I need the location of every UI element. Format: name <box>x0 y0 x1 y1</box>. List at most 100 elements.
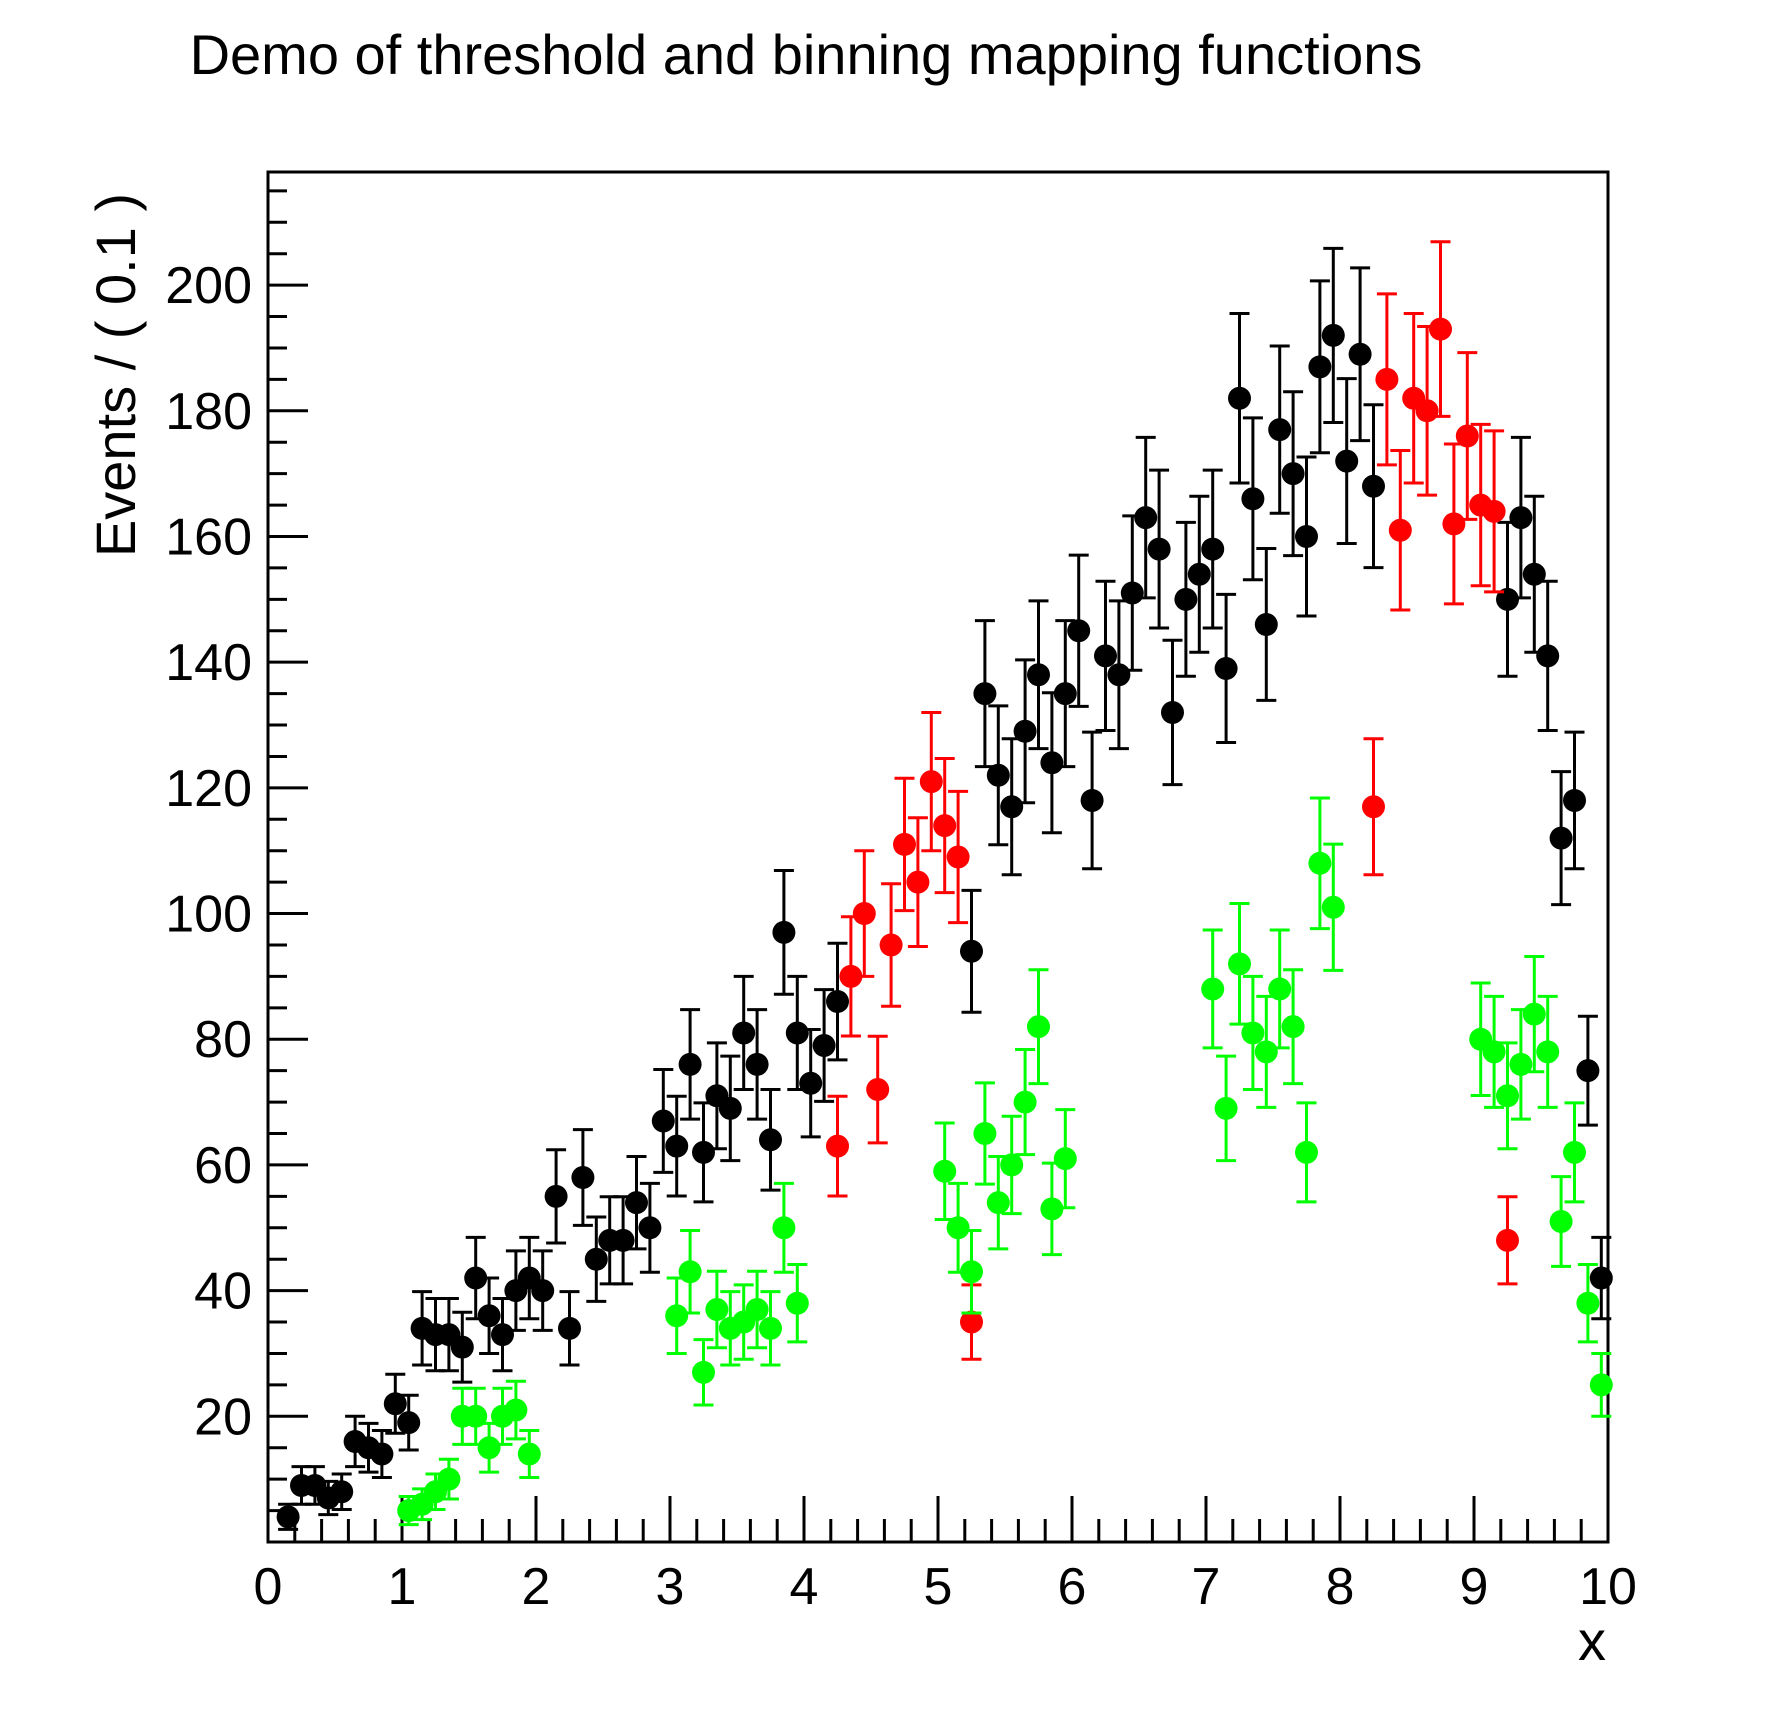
data-point-all-data <box>1563 788 1586 812</box>
data-point-odd-bins-data <box>504 1398 528 1422</box>
data-point-sideband-region-data <box>1375 367 1399 391</box>
data-point-all-data <box>1268 418 1292 442</box>
data-point-odd-bins-data <box>1228 952 1251 976</box>
data-point-all-data <box>1201 537 1225 561</box>
y-tick-label: 80 <box>194 1011 252 1069</box>
data-point-all-data <box>370 1442 394 1466</box>
data-point-all-data <box>772 920 796 944</box>
x-tick-label: 2 <box>522 1558 551 1616</box>
plot-frame <box>266 170 1610 1544</box>
data-point-all-data <box>1214 656 1238 680</box>
data-point-all-data <box>330 1480 354 1504</box>
data-point-all-data <box>1147 537 1171 561</box>
data-point-odd-bins-data <box>665 1304 689 1328</box>
data-point-odd-bins-data <box>1040 1197 1064 1221</box>
data-point-all-data <box>1589 1266 1613 1290</box>
x-tick-label: 4 <box>790 1558 819 1616</box>
x-tick-label: 5 <box>924 1558 953 1616</box>
data-point-odd-bins-data <box>1522 1002 1546 1026</box>
x-tick-label: 6 <box>1058 1558 1087 1616</box>
data-point-all-data <box>973 682 997 706</box>
data-point-odd-bins-data <box>678 1260 702 1284</box>
chart-title: Demo of threshold and binning mapping fu… <box>190 23 1423 86</box>
data-point-all-data <box>450 1335 474 1359</box>
data-point-odd-bins-data <box>1000 1153 1024 1177</box>
data-point-sideband-region-data <box>1415 399 1439 423</box>
data-point-odd-bins-data <box>960 1260 983 1284</box>
data-point-odd-bins-data <box>1321 895 1345 919</box>
data-point-odd-bins-data <box>1254 1040 1278 1064</box>
data-point-sideband-region-data <box>919 770 943 794</box>
data-point-sideband-region-data <box>1455 424 1479 448</box>
x-tick-label: 10 <box>1579 1558 1637 1616</box>
y-tick-label: 200 <box>165 257 252 315</box>
data-point-all-data <box>464 1266 488 1290</box>
data-point-odd-bins-data <box>745 1297 769 1321</box>
data-point-odd-bins-data <box>1013 1090 1037 1114</box>
y-tick-label: 40 <box>194 1263 252 1321</box>
data-point-all-data <box>1094 644 1117 668</box>
data-point-all-data <box>745 1052 769 1076</box>
x-tick-label: 7 <box>1192 1558 1221 1616</box>
data-point-odd-bins-data <box>1589 1373 1613 1397</box>
data-point-odd-bins-data <box>772 1216 796 1240</box>
y-tick-label: 20 <box>194 1388 252 1446</box>
data-point-odd-bins-data <box>759 1316 782 1340</box>
data-point-sideband-region-data <box>1482 499 1506 523</box>
data-point-odd-bins-data <box>1496 1084 1519 1108</box>
data-point-all-data <box>812 1034 836 1058</box>
data-point-odd-bins-data <box>705 1297 729 1321</box>
series-sideband-region-data <box>826 240 1519 1361</box>
data-point-all-data <box>625 1191 648 1215</box>
data-point-sideband-region-data <box>1362 795 1385 819</box>
data-point-all-data <box>678 1052 702 1076</box>
data-point-all-data <box>1295 524 1318 548</box>
data-point-all-data <box>986 763 1010 787</box>
data-point-odd-bins-data <box>437 1467 461 1491</box>
data-point-odd-bins-data <box>1027 1015 1050 1039</box>
data-point-all-data <box>799 1071 823 1095</box>
data-point-all-data <box>1080 788 1104 812</box>
data-point-all-data <box>732 1021 756 1045</box>
data-point-odd-bins-data <box>692 1360 715 1384</box>
data-point-all-data <box>692 1140 715 1164</box>
y-tick-label: 60 <box>194 1137 252 1195</box>
data-point-odd-bins-data <box>1214 1096 1238 1120</box>
data-point-odd-bins-data <box>973 1122 997 1146</box>
data-point-all-data <box>826 990 849 1014</box>
x-axis-title: x <box>1578 1609 1606 1672</box>
data-point-all-data <box>1027 663 1050 687</box>
data-point-all-data <box>1107 663 1131 687</box>
data-point-odd-bins-data <box>1268 977 1292 1001</box>
data-point-odd-bins-data <box>946 1216 970 1240</box>
data-series <box>276 240 1613 1531</box>
series-all-data <box>276 246 1613 1531</box>
data-point-odd-bins-data <box>1509 1052 1533 1076</box>
data-point-sideband-region-data <box>1388 518 1412 542</box>
data-point-odd-bins-data <box>477 1436 501 1460</box>
axis-tick-labels: 0 1 2 3 4 5 6 7 8 9 10 20 40 60 80 100 120 140 160 180 200 <box>165 257 1637 1616</box>
data-point-all-data <box>544 1184 568 1208</box>
data-point-sideband-region-data <box>839 964 863 988</box>
data-point-all-data <box>665 1134 689 1158</box>
data-point-odd-bins-data <box>1053 1147 1077 1171</box>
data-point-all-data <box>1308 355 1332 379</box>
data-point-odd-bins-data <box>1281 1015 1305 1039</box>
data-point-sideband-region-data <box>866 1078 890 1102</box>
data-point-sideband-region-data <box>826 1134 849 1158</box>
data-point-sideband-region-data <box>906 870 930 894</box>
data-point-all-data <box>1509 506 1533 530</box>
y-tick-label: 160 <box>165 508 252 566</box>
data-point-all-data <box>1536 644 1560 668</box>
data-point-all-data <box>960 939 983 963</box>
data-point-all-data <box>718 1096 742 1120</box>
data-point-odd-bins-data <box>1308 851 1332 875</box>
data-point-all-data <box>1161 700 1184 724</box>
axis-ticks <box>266 189 1610 1542</box>
data-point-sideband-region-data <box>852 902 876 926</box>
data-point-all-data <box>1228 386 1251 410</box>
data-point-all-data <box>1281 462 1305 486</box>
data-point-sideband-region-data <box>933 814 957 838</box>
data-point-all-data <box>1335 449 1359 473</box>
